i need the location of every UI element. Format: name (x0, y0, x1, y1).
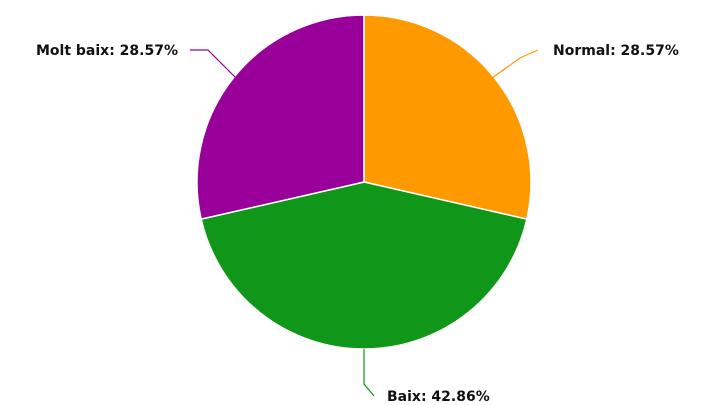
data-label-baix: Baix: 42.86% (387, 389, 490, 405)
data-label-normal: Normal: 28.57% (553, 43, 679, 59)
connector-baix (363, 349, 375, 397)
connector-molt-baix (190, 49, 237, 79)
pie-slice-molt-baix[interactable] (196, 14, 365, 221)
data-labels: Normal: 28.57% Baix: 42.86% Molt baix: 28.… (36, 43, 679, 405)
connector-normal (491, 49, 539, 79)
label-connectors (190, 49, 539, 397)
pie-slices (196, 14, 532, 350)
data-label-molt-baix: Molt baix: 28.57% (36, 43, 178, 59)
pie-slice-normal[interactable] (363, 14, 532, 221)
